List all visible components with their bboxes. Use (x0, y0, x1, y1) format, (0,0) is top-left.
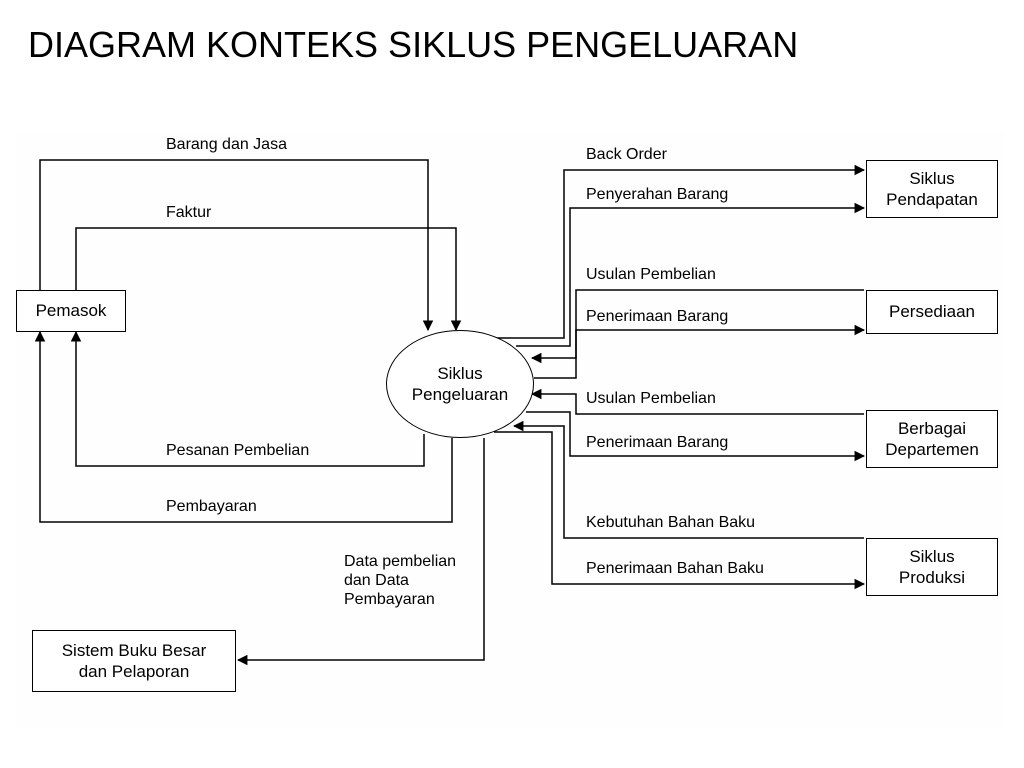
entity-siklus-produksi: SiklusProduksi (866, 538, 998, 596)
label-penerimaan-barang-2: Penerimaan Barang (586, 434, 728, 452)
label-faktur: Faktur (166, 204, 211, 222)
entity-label: Persediaan (889, 301, 975, 322)
edge-pembayaran (40, 332, 452, 522)
label-kebutuhan-bahan-baku: Kebutuhan Bahan Baku (586, 514, 755, 532)
entity-sistem-buku-besar: Sistem Buku Besardan Pelaporan (32, 630, 236, 692)
process-label: SiklusPengeluaran (412, 363, 508, 406)
label-pembayaran: Pembayaran (166, 498, 257, 516)
label-penerimaan-barang-1: Penerimaan Barang (586, 308, 728, 326)
label-barang-dan-jasa: Barang dan Jasa (166, 136, 287, 154)
edge-data-pembelian (238, 438, 484, 660)
label-pesanan-pembelian: Pesanan Pembelian (166, 442, 309, 460)
label-back-order: Back Order (586, 146, 667, 164)
entity-label: SiklusProduksi (899, 546, 965, 589)
label-usulan-pembelian-2: Usulan Pembelian (586, 390, 716, 408)
entity-label: Pemasok (36, 300, 107, 321)
label-penyerahan-barang: Penyerahan Barang (586, 186, 728, 204)
entity-label: SiklusPendapatan (886, 168, 978, 211)
edge-penerimaan-barang-1 (534, 330, 864, 378)
entity-label: BerbagaiDepartemen (885, 418, 979, 461)
edge-faktur (76, 228, 456, 330)
entity-pemasok: Pemasok (16, 290, 126, 332)
label-usulan-pembelian-1: Usulan Pembelian (586, 266, 716, 284)
entity-siklus-pendapatan: SiklusPendapatan (866, 160, 998, 218)
entity-persediaan: Persediaan (866, 290, 998, 334)
label-data-pembelian: Data pembeliandan DataPembayaran (344, 552, 494, 610)
context-diagram: SiklusPengeluaran Pemasok Sistem Buku Be… (16, 130, 1006, 730)
page-title: DIAGRAM KONTEKS SIKLUS PENGELUARAN (28, 24, 798, 66)
process-siklus-pengeluaran: SiklusPengeluaran (386, 330, 534, 438)
label-penerimaan-bahan-baku: Penerimaan Bahan Baku (586, 560, 764, 578)
entity-label: Sistem Buku Besardan Pelaporan (62, 640, 207, 683)
entity-berbagai-departemen: BerbagaiDepartemen (866, 410, 998, 468)
